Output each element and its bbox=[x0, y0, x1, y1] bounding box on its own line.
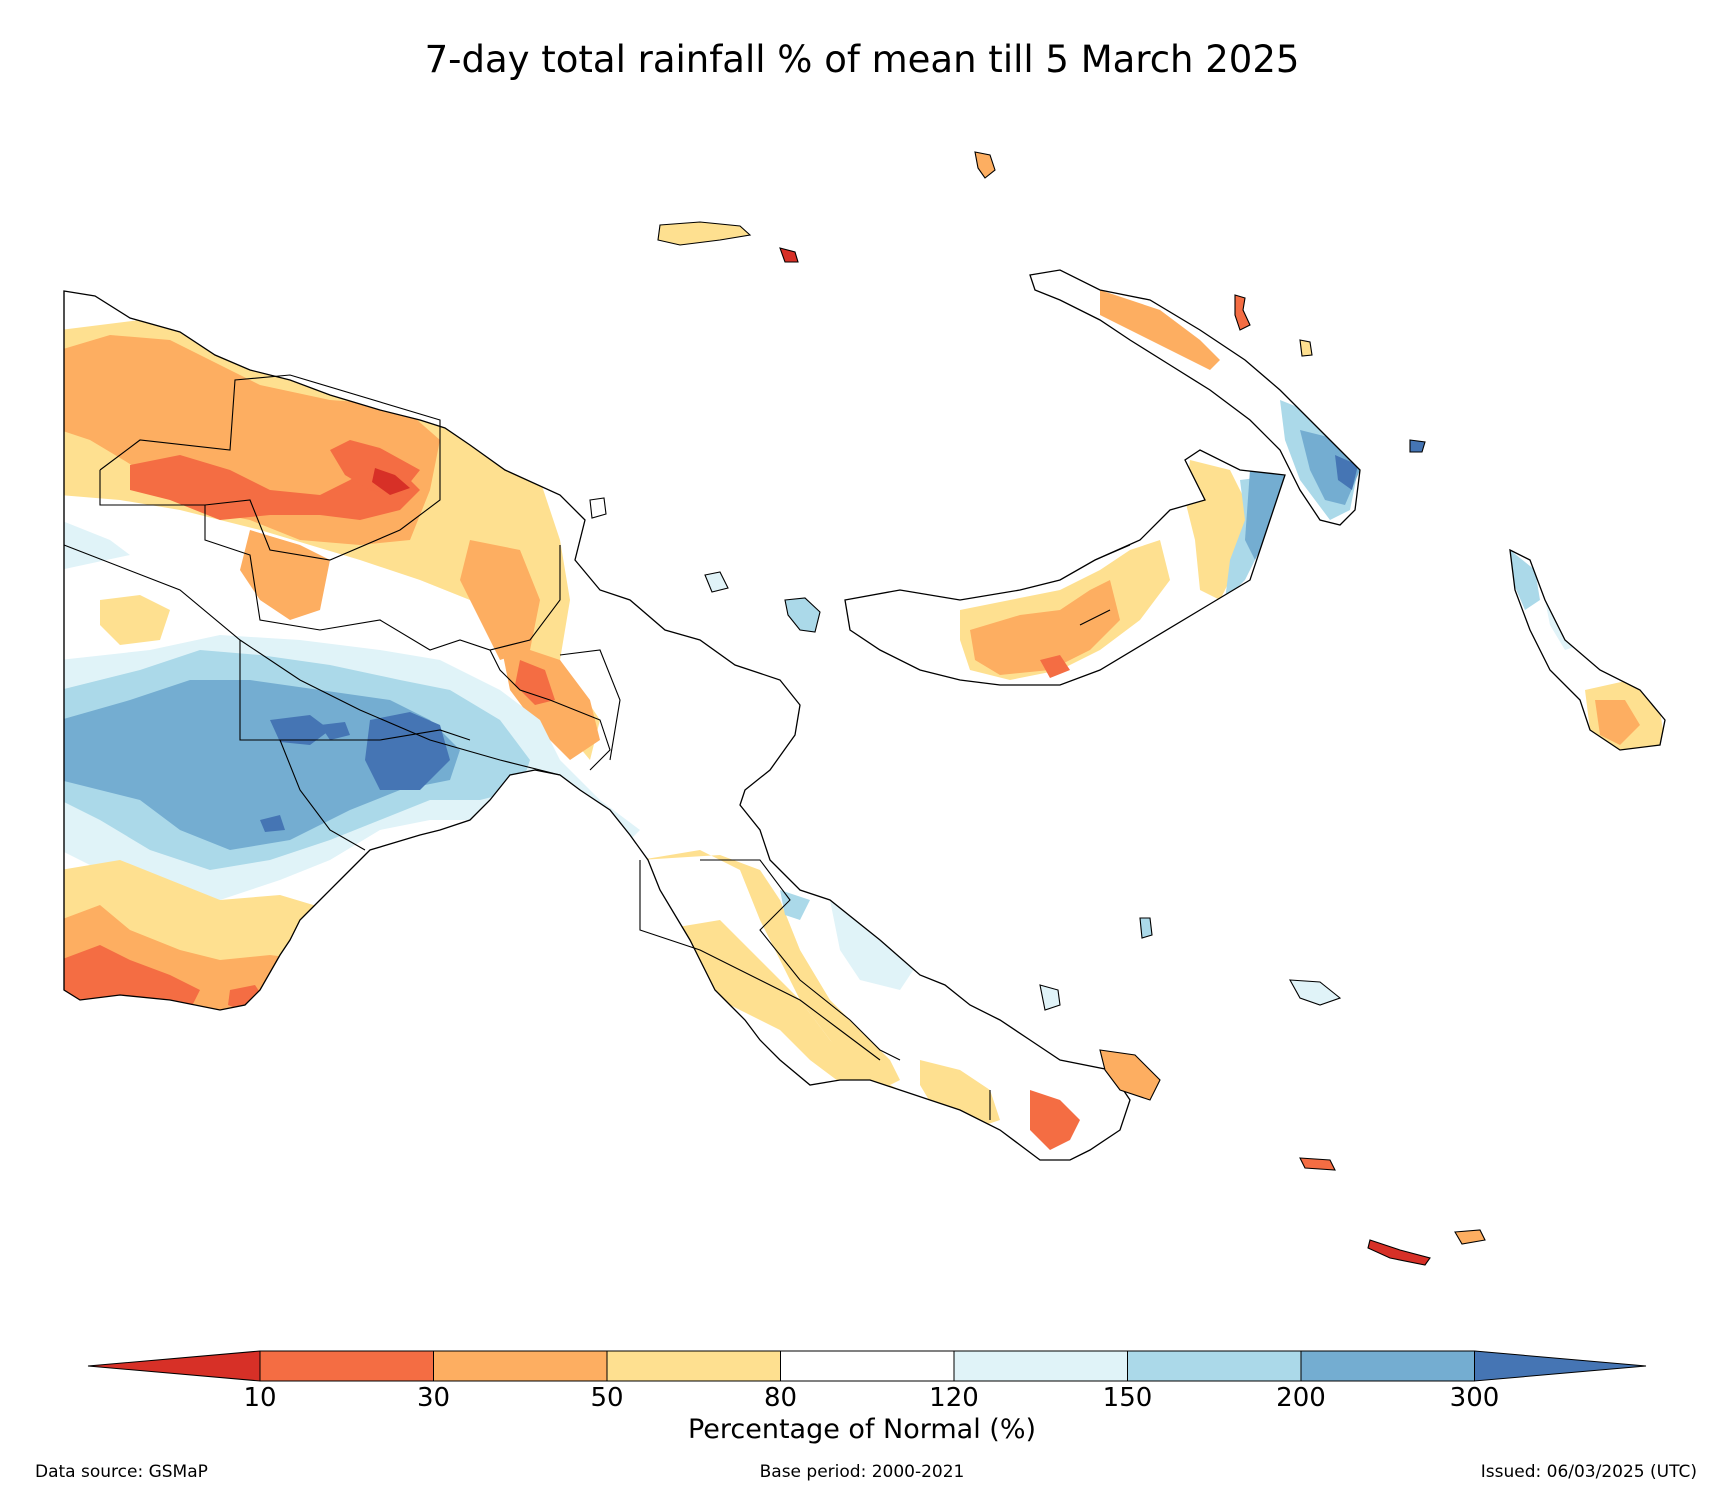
colorbar-bin-10-30 bbox=[259, 1350, 434, 1382]
map-title: 7-day total rainfall % of mean till 5 Ma… bbox=[424, 38, 1300, 81]
colorbar-tick-10: 10 bbox=[243, 1383, 277, 1413]
colorbar-bin-150-200 bbox=[1127, 1350, 1302, 1382]
rainfall-map bbox=[63, 151, 1666, 1266]
colorbar-tick-200: 200 bbox=[1276, 1383, 1326, 1413]
colorbar-bin-120-150 bbox=[953, 1350, 1128, 1382]
colorbar-bin-gt300 bbox=[1474, 1350, 1647, 1382]
colorbar-tick-150: 150 bbox=[1102, 1383, 1153, 1413]
colorbar-tick-80: 80 bbox=[763, 1383, 798, 1413]
colorbar-bin-50-80 bbox=[606, 1350, 781, 1382]
colorbar-bin-80-120 bbox=[780, 1350, 955, 1382]
base-period: Base period: 2000-2021 bbox=[759, 1462, 965, 1482]
issued-date: Issued: 06/03/2025 (UTC) bbox=[1480, 1462, 1697, 1482]
colorbar-bin-200-300 bbox=[1300, 1350, 1475, 1382]
colorbar-bin-30-50 bbox=[433, 1350, 608, 1382]
colorbar-label: Percentage of Normal (%) bbox=[687, 1414, 1037, 1445]
colorbar-tick-50: 50 bbox=[590, 1383, 624, 1413]
colorbar-tick-120: 120 bbox=[929, 1383, 979, 1413]
colorbar-tick-300: 300 bbox=[1449, 1383, 1500, 1413]
colorbar bbox=[87, 1350, 1647, 1382]
colorbar-tick-30: 30 bbox=[416, 1383, 451, 1413]
data-source: Data source: GSMaP bbox=[35, 1462, 208, 1482]
colorbar-bin-lt10 bbox=[87, 1350, 261, 1382]
